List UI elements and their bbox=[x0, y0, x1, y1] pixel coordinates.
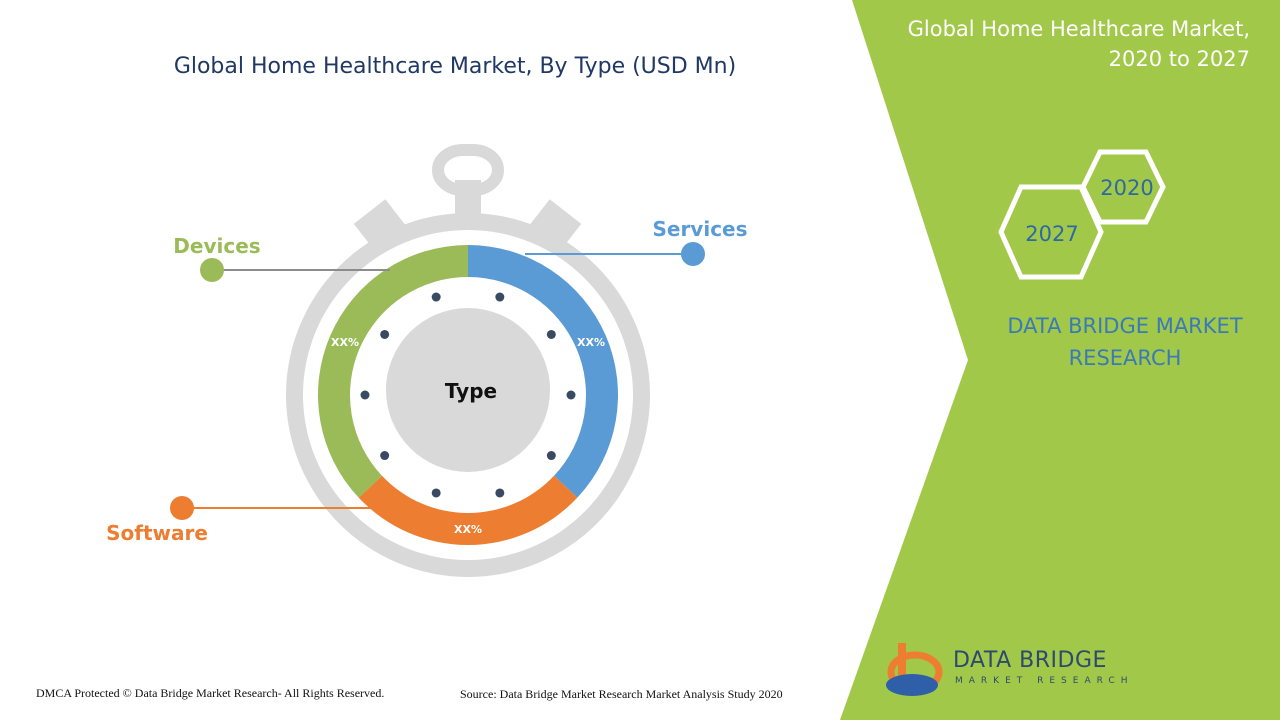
brand-name: DATA BRIDGE MARKET RESEARCH bbox=[985, 310, 1265, 374]
dial-dot bbox=[380, 329, 390, 339]
brand-name-line1: DATA BRIDGE MARKET bbox=[1007, 314, 1243, 338]
copyright-notice: DMCA Protected © Data Bridge Market Rese… bbox=[36, 686, 385, 700]
source-note: Source: Data Bridge Market Research Mark… bbox=[460, 687, 783, 701]
slice-devices bbox=[317, 245, 468, 498]
dial-dot bbox=[431, 292, 441, 302]
brand-name-line2: RESEARCH bbox=[1068, 346, 1182, 370]
logo-subtitle: MARKET RESEARCH bbox=[955, 676, 1134, 686]
legend-dot-services bbox=[681, 242, 705, 266]
stopwatch-left-button bbox=[353, 199, 407, 251]
side-panel-shape bbox=[840, 0, 1280, 720]
side-panel-title-line2: 2020 to 2027 bbox=[1108, 47, 1250, 71]
center-disc bbox=[386, 308, 550, 472]
side-panel-title: Global Home Healthcare Market, 2020 to 2… bbox=[830, 14, 1250, 74]
dial-dots bbox=[360, 292, 576, 498]
legend-dot-devices bbox=[200, 258, 224, 282]
dial-dot bbox=[495, 488, 505, 498]
slice-software bbox=[358, 475, 578, 545]
hexagon-2020 bbox=[1080, 149, 1166, 225]
slice-label-services: XX% bbox=[577, 336, 605, 349]
dial-dot bbox=[495, 292, 505, 302]
logo-mark bbox=[886, 643, 943, 696]
hex-year-2027: 2027 bbox=[1025, 222, 1078, 246]
legend-label-services: Services bbox=[652, 217, 747, 241]
donut-chart: XX% XX% XX% bbox=[317, 245, 618, 545]
hex-year-2020: 2020 bbox=[1100, 176, 1153, 200]
slice-label-devices: XX% bbox=[331, 336, 359, 349]
side-panel-title-line1: Global Home Healthcare Market, bbox=[907, 17, 1250, 41]
legend-dot-software bbox=[170, 496, 194, 520]
chart-title: Global Home Healthcare Market, By Type (… bbox=[173, 54, 737, 79]
legend-label-devices: Devices bbox=[173, 234, 260, 258]
dial-dot bbox=[360, 390, 370, 400]
dial-dot bbox=[431, 488, 441, 498]
dial-dot bbox=[546, 451, 556, 461]
stopwatch-right-button bbox=[528, 199, 582, 251]
dial-dot bbox=[546, 329, 556, 339]
dial-dot bbox=[566, 390, 576, 400]
logo-name: DATA BRIDGE bbox=[953, 648, 1107, 673]
slice-label-software: XX% bbox=[454, 523, 482, 536]
slice-services bbox=[468, 245, 618, 498]
dial-dot bbox=[380, 451, 390, 461]
callouts: Services Software Devices bbox=[106, 217, 747, 545]
center-label: Type bbox=[445, 379, 497, 403]
legend-label-software: Software bbox=[106, 521, 208, 545]
